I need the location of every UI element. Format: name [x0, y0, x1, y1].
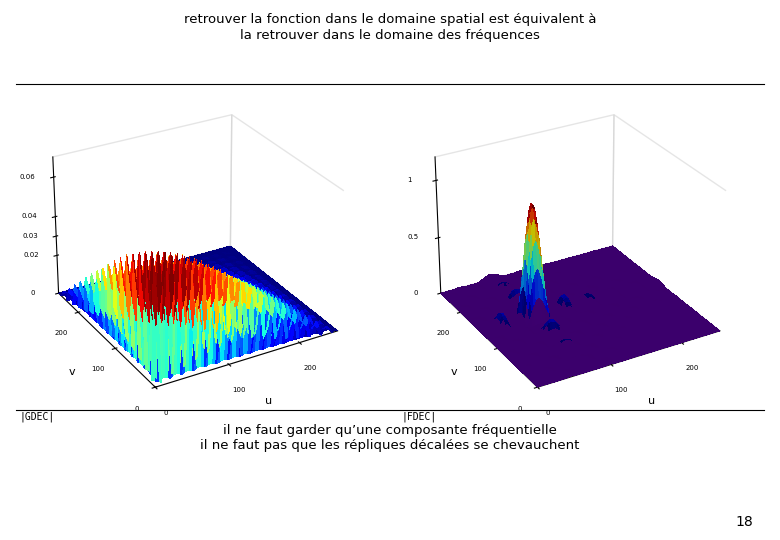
- Y-axis label: v: v: [451, 367, 457, 377]
- X-axis label: u: u: [265, 396, 272, 406]
- Text: |GDEC|: |GDEC|: [20, 411, 55, 422]
- Text: 18: 18: [735, 515, 753, 529]
- X-axis label: u: u: [647, 396, 654, 406]
- Y-axis label: v: v: [69, 367, 75, 377]
- Text: il ne faut garder qu’une composante fréquentielle
il ne faut pas que les répliqu: il ne faut garder qu’une composante fréq…: [200, 424, 580, 452]
- Text: retrouver la fonction dans le domaine spatial est équivalent à
la retrouver dans: retrouver la fonction dans le domaine sp…: [184, 14, 596, 42]
- Text: |FDEC|: |FDEC|: [402, 411, 437, 422]
